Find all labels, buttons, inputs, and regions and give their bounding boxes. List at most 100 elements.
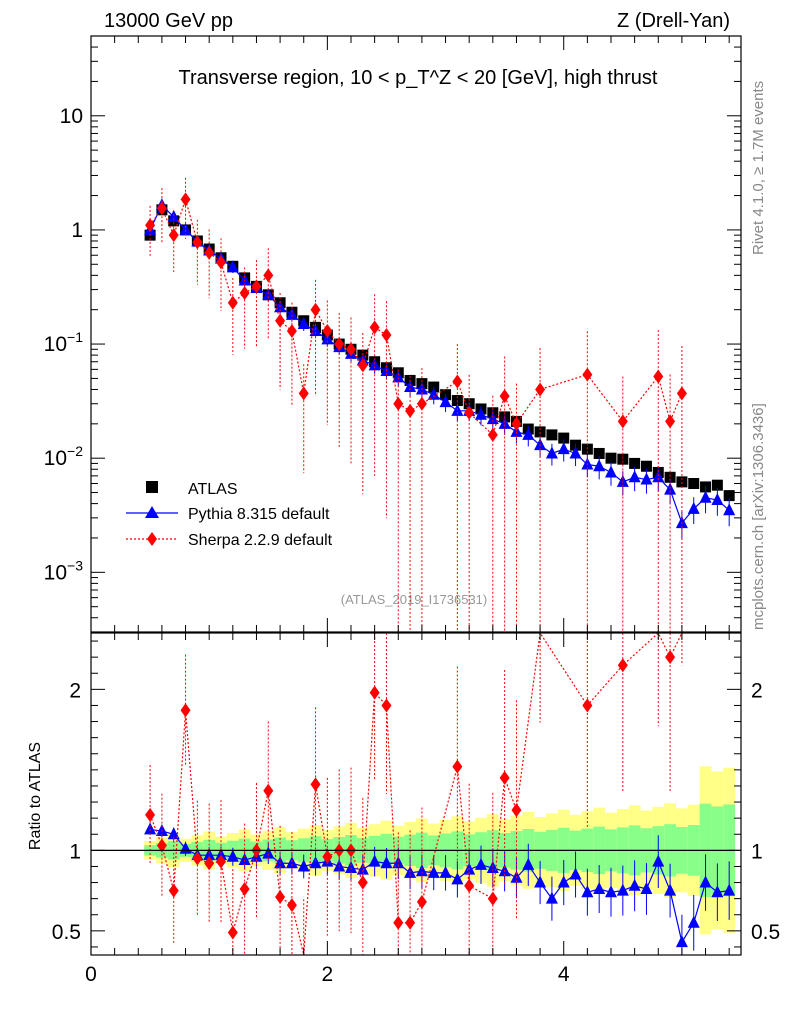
pythia-point (545, 446, 558, 459)
sherpa-point (416, 894, 427, 909)
legend-sherpa-marker (147, 532, 157, 546)
pythia-point (392, 370, 405, 383)
legend-pythia-marker (145, 506, 159, 518)
ratio-y-tick-label-right: 0.5 (751, 921, 780, 944)
atlas-point (617, 453, 629, 465)
sherpa-point (346, 342, 356, 357)
sherpa-point (192, 235, 203, 250)
sherpa-point (617, 414, 628, 429)
pythia-point (711, 885, 724, 898)
pythia-point (215, 848, 227, 861)
main-y-tick-label: 1 (71, 219, 83, 242)
pythia-point (652, 470, 665, 483)
sherpa-point (405, 403, 416, 418)
sherpa-point (286, 898, 297, 913)
sherpa-point (535, 382, 546, 397)
pythia-point (664, 482, 677, 495)
sherpa-point (251, 279, 262, 294)
main-y-tick-label: 10−3 (44, 557, 84, 584)
sherpa-point (310, 777, 321, 792)
pythia-point (368, 358, 381, 371)
ratio-ylabel: Ratio to ATLAS (27, 742, 44, 850)
pythia-point (723, 883, 736, 896)
pythia-point (569, 867, 582, 880)
sherpa-point (617, 658, 628, 673)
pythia-point (557, 442, 570, 455)
atlas-point (711, 479, 723, 491)
pythia-point (439, 865, 452, 878)
ratio-y-tick-label: 0.5 (52, 921, 81, 944)
sherpa-point (653, 369, 664, 384)
pythia-point (415, 864, 428, 877)
ratio-plot (144, 631, 736, 956)
atlas-point (605, 452, 617, 464)
sherpa-point (156, 201, 167, 216)
sherpa-point (275, 313, 286, 328)
main-y-tick-label: 10−2 (44, 443, 84, 470)
sherpa-point (665, 650, 676, 665)
sherpa-point (511, 416, 522, 431)
ratio-y-tick-label: 2 (69, 679, 81, 702)
sherpa-point (487, 891, 498, 906)
atlas-point (688, 478, 700, 490)
main-plot (144, 177, 736, 632)
sherpa-point (204, 245, 215, 260)
pythia-line (149, 204, 730, 525)
sherpa-point (499, 770, 510, 785)
sherpa-point (665, 414, 676, 429)
pythia-point (345, 861, 357, 874)
pythia-point (581, 885, 594, 898)
sherpa-point (357, 875, 368, 890)
sherpa-point (286, 324, 297, 339)
ratio-y-tick-label-right: 2 (751, 679, 763, 702)
pythia-point (699, 875, 712, 888)
sherpa-point (393, 396, 404, 411)
sherpa-point (369, 685, 380, 700)
sherpa-point (239, 881, 250, 896)
sherpa-point (322, 849, 333, 864)
ratio-frame (90, 632, 742, 956)
pythia-point (203, 848, 216, 861)
main-y-tick-label: 10 (60, 105, 83, 128)
pythia-point (605, 885, 617, 898)
pythia-point (427, 865, 440, 878)
pythia-point (640, 472, 653, 485)
sherpa-point (487, 427, 498, 442)
atlas-point (676, 476, 688, 488)
sherpa-point (582, 698, 593, 713)
sherpa-point (452, 374, 463, 389)
pythia-point (486, 412, 499, 425)
sherpa-point (511, 803, 522, 818)
pythia-point (285, 307, 298, 320)
sherpa-point (369, 320, 380, 335)
sherpa-point (275, 890, 286, 905)
axes: 10 1 10−1 10−2 10−3 0 2 4 2 2 1 1 0.5 0.5 (44, 35, 780, 986)
legend-atlas-label: ATLAS (188, 481, 238, 498)
pythia-point (451, 872, 464, 885)
pythia-point (687, 501, 700, 514)
pythia-point (333, 859, 346, 872)
sherpa-point (145, 218, 156, 233)
sherpa-line (149, 197, 683, 436)
atlas-point (640, 460, 652, 472)
legend-atlas-marker (146, 481, 158, 493)
pythia-point (664, 883, 677, 896)
sherpa-point (263, 783, 274, 798)
sherpa-point (381, 328, 392, 343)
sherpa-point (216, 854, 226, 869)
pythia-point (297, 859, 310, 872)
sherpa-point (180, 703, 191, 718)
main-frame (90, 35, 742, 633)
pythia-point (522, 857, 535, 870)
legend-sherpa-label: Sherpa 2.2.9 default (188, 532, 333, 549)
pythia-point (285, 856, 298, 869)
atlas-point (593, 447, 605, 459)
sherpa-point (357, 358, 368, 373)
ratio-y-tick-label-right: 1 (751, 840, 763, 863)
analysis-ref: (ATLAS_2019_I1736531) (341, 592, 487, 607)
pythia-point (569, 446, 582, 459)
ratio-x-tick-label: 0 (85, 963, 97, 986)
sherpa-point (239, 286, 250, 301)
pythia-point (475, 407, 487, 420)
